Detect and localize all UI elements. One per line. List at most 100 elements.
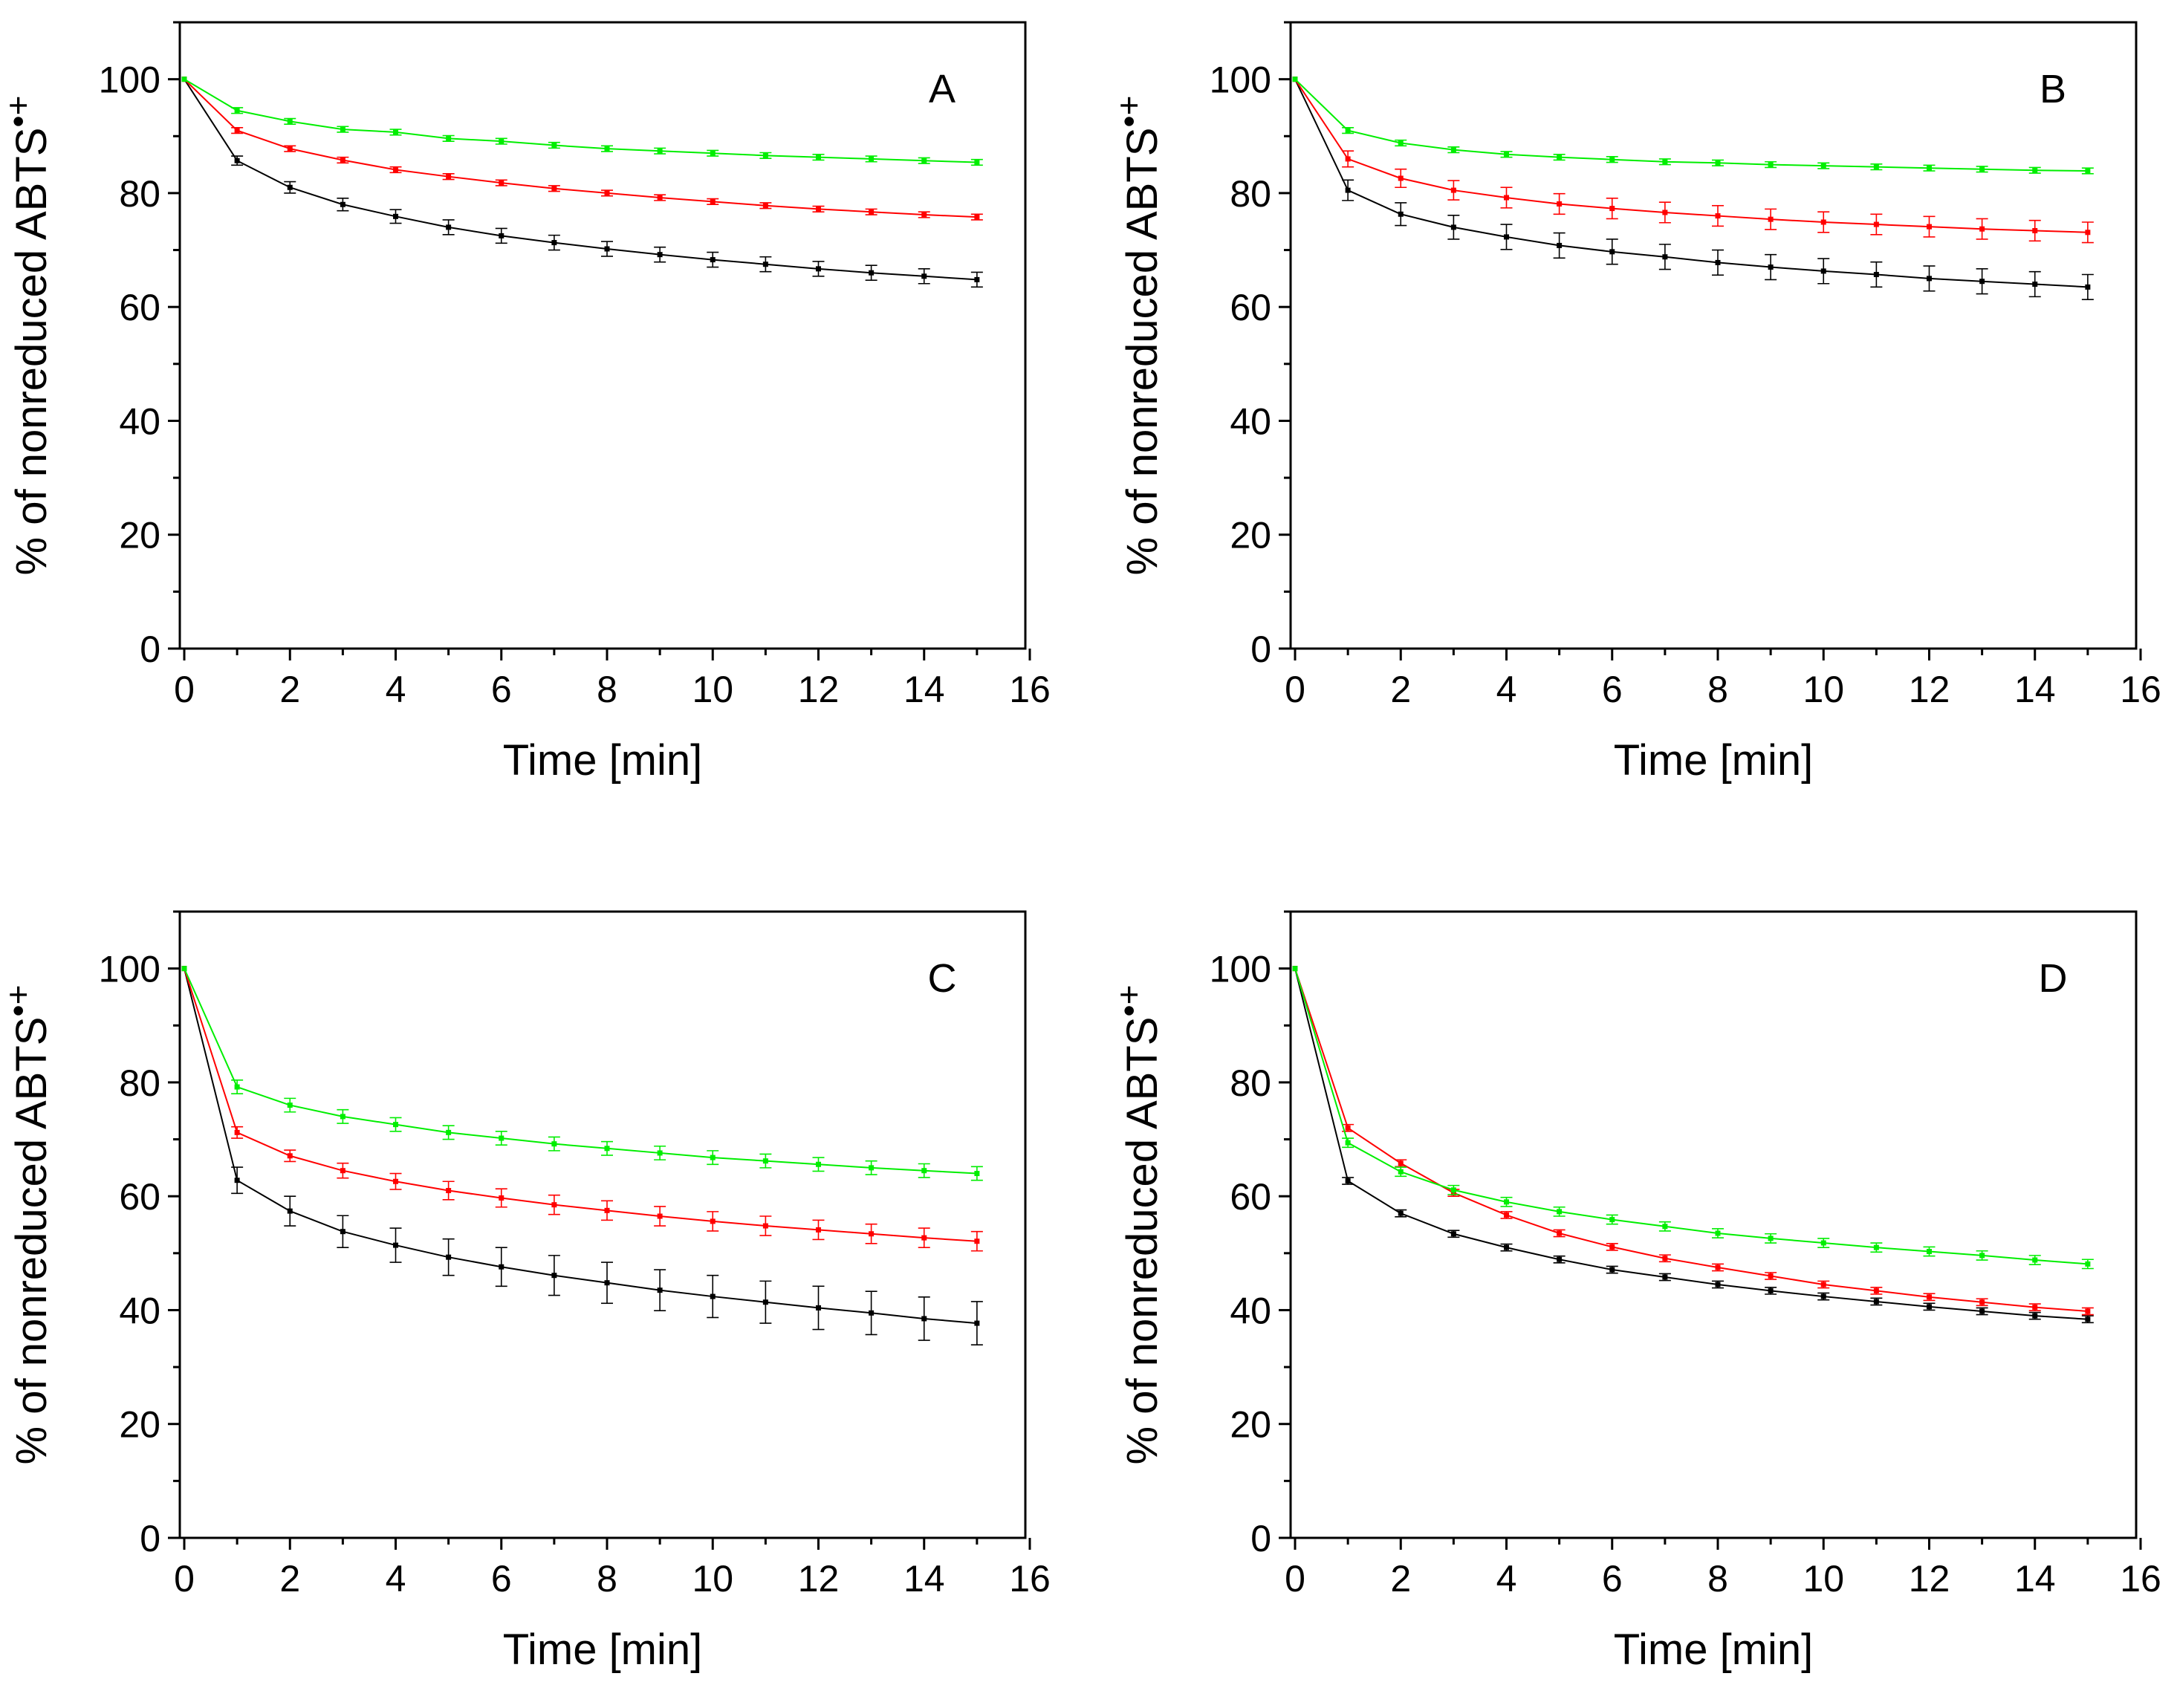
data-point	[657, 1288, 663, 1293]
data-point	[1504, 1244, 1509, 1250]
series-line	[184, 78, 977, 218]
data-point	[340, 126, 345, 132]
data-point	[869, 270, 875, 276]
data-point	[762, 262, 768, 267]
data-point	[181, 966, 187, 972]
data-point	[1609, 1217, 1615, 1223]
data-point	[1820, 219, 1826, 225]
data-point	[446, 224, 452, 230]
data-point	[657, 148, 663, 154]
data-point	[1609, 249, 1615, 255]
y-axis-title-superscript: •+	[1109, 985, 1148, 1017]
data-point	[1927, 1294, 1932, 1300]
series-1	[1292, 77, 2094, 301]
data-point	[869, 156, 875, 162]
x-tick-label: 4	[1496, 1558, 1517, 1600]
panel-label: C	[928, 956, 957, 1001]
data-point	[1662, 1224, 1668, 1230]
data-point	[340, 157, 345, 163]
data-point	[1873, 1288, 1879, 1293]
data-point	[2085, 284, 2091, 290]
series-line	[184, 79, 977, 281]
data-point	[1820, 1240, 1826, 1246]
y-tick-label: 80	[119, 1062, 160, 1104]
data-point	[2085, 1261, 2091, 1267]
y-tick-label: 40	[1230, 1290, 1271, 1331]
data-point	[1557, 155, 1563, 160]
data-point	[1768, 1273, 1774, 1279]
series-line	[1294, 968, 2088, 1312]
data-point	[1979, 1299, 1985, 1305]
data-point	[1662, 159, 1668, 165]
plot-frame	[178, 910, 1027, 1539]
data-point	[499, 1135, 504, 1141]
data-point	[1715, 213, 1721, 219]
data-point	[499, 180, 504, 186]
data-point	[921, 212, 927, 218]
data-point	[1504, 1212, 1509, 1218]
plot-frame	[178, 21, 1027, 650]
data-point	[446, 1129, 452, 1135]
x-axis-title: Time [min]	[1614, 736, 1814, 785]
data-point	[1557, 1230, 1563, 1236]
data-point	[1398, 140, 1404, 146]
data-point	[816, 1227, 821, 1233]
data-point	[1873, 221, 1879, 227]
y-tick-label: 0	[1250, 629, 1271, 670]
data-point	[1345, 128, 1351, 134]
data-point	[710, 1293, 716, 1299]
data-point	[869, 1165, 875, 1171]
data-point	[816, 1305, 821, 1311]
x-axis-title: Time [min]	[1614, 1626, 1814, 1674]
data-point	[393, 129, 398, 135]
y-axis-title: % of nonreduced ABTS•+	[0, 985, 56, 1465]
data-point	[869, 209, 875, 215]
y-tick-label: 80	[1230, 1062, 1271, 1104]
panel-d: 0 2 4 6 8 10 12 14 16 0 20 40 60 80 100 Time [min] % of …	[1109, 910, 2161, 1674]
data-point	[1820, 1282, 1826, 1288]
x-tick-label: 10	[692, 669, 733, 710]
data-point	[2032, 227, 2038, 233]
data-point	[1450, 147, 1456, 153]
data-point	[234, 1129, 240, 1135]
data-point	[1662, 1274, 1668, 1280]
data-point	[1979, 1253, 1985, 1259]
data-point	[551, 1202, 557, 1208]
data-point	[1450, 187, 1456, 193]
data-point	[1504, 195, 1509, 201]
data-point	[869, 1231, 875, 1237]
data-point	[2032, 1305, 2038, 1311]
data-point	[551, 1141, 557, 1147]
x-tick-label: 8	[597, 669, 617, 710]
data-point	[2032, 282, 2038, 288]
panel-label: D	[2039, 956, 2068, 1001]
data-point	[1504, 1199, 1509, 1205]
series-1	[181, 77, 983, 288]
series-line	[1294, 968, 2088, 1320]
data-point	[234, 128, 240, 134]
series-line	[184, 968, 977, 1242]
plot-frame	[1289, 21, 2138, 650]
y-tick-label: 60	[1230, 1176, 1271, 1218]
series-2	[181, 966, 983, 1252]
panel-b: 0 2 4 6 8 10 12 14 16 0 20 40 60 80 100 Time [min] % of …	[1109, 21, 2161, 785]
x-axis-title: Time [min]	[503, 1626, 703, 1674]
data-point	[974, 160, 980, 166]
data-point	[921, 1316, 927, 1322]
data-point	[2032, 167, 2038, 173]
x-tick-label: 12	[1909, 669, 1950, 710]
data-point	[657, 195, 663, 201]
data-point	[1820, 1293, 1826, 1299]
data-point	[921, 1235, 927, 1241]
data-point	[1557, 201, 1563, 207]
data-point	[657, 1213, 663, 1219]
x-tick-label: 10	[1803, 669, 1844, 710]
data-point	[499, 1195, 504, 1201]
x-tick-label: 6	[491, 669, 512, 710]
y-tick-label: 80	[119, 173, 160, 215]
data-point	[551, 143, 557, 149]
data-point	[1345, 1140, 1351, 1146]
data-point	[604, 1280, 610, 1286]
data-point	[816, 266, 821, 272]
